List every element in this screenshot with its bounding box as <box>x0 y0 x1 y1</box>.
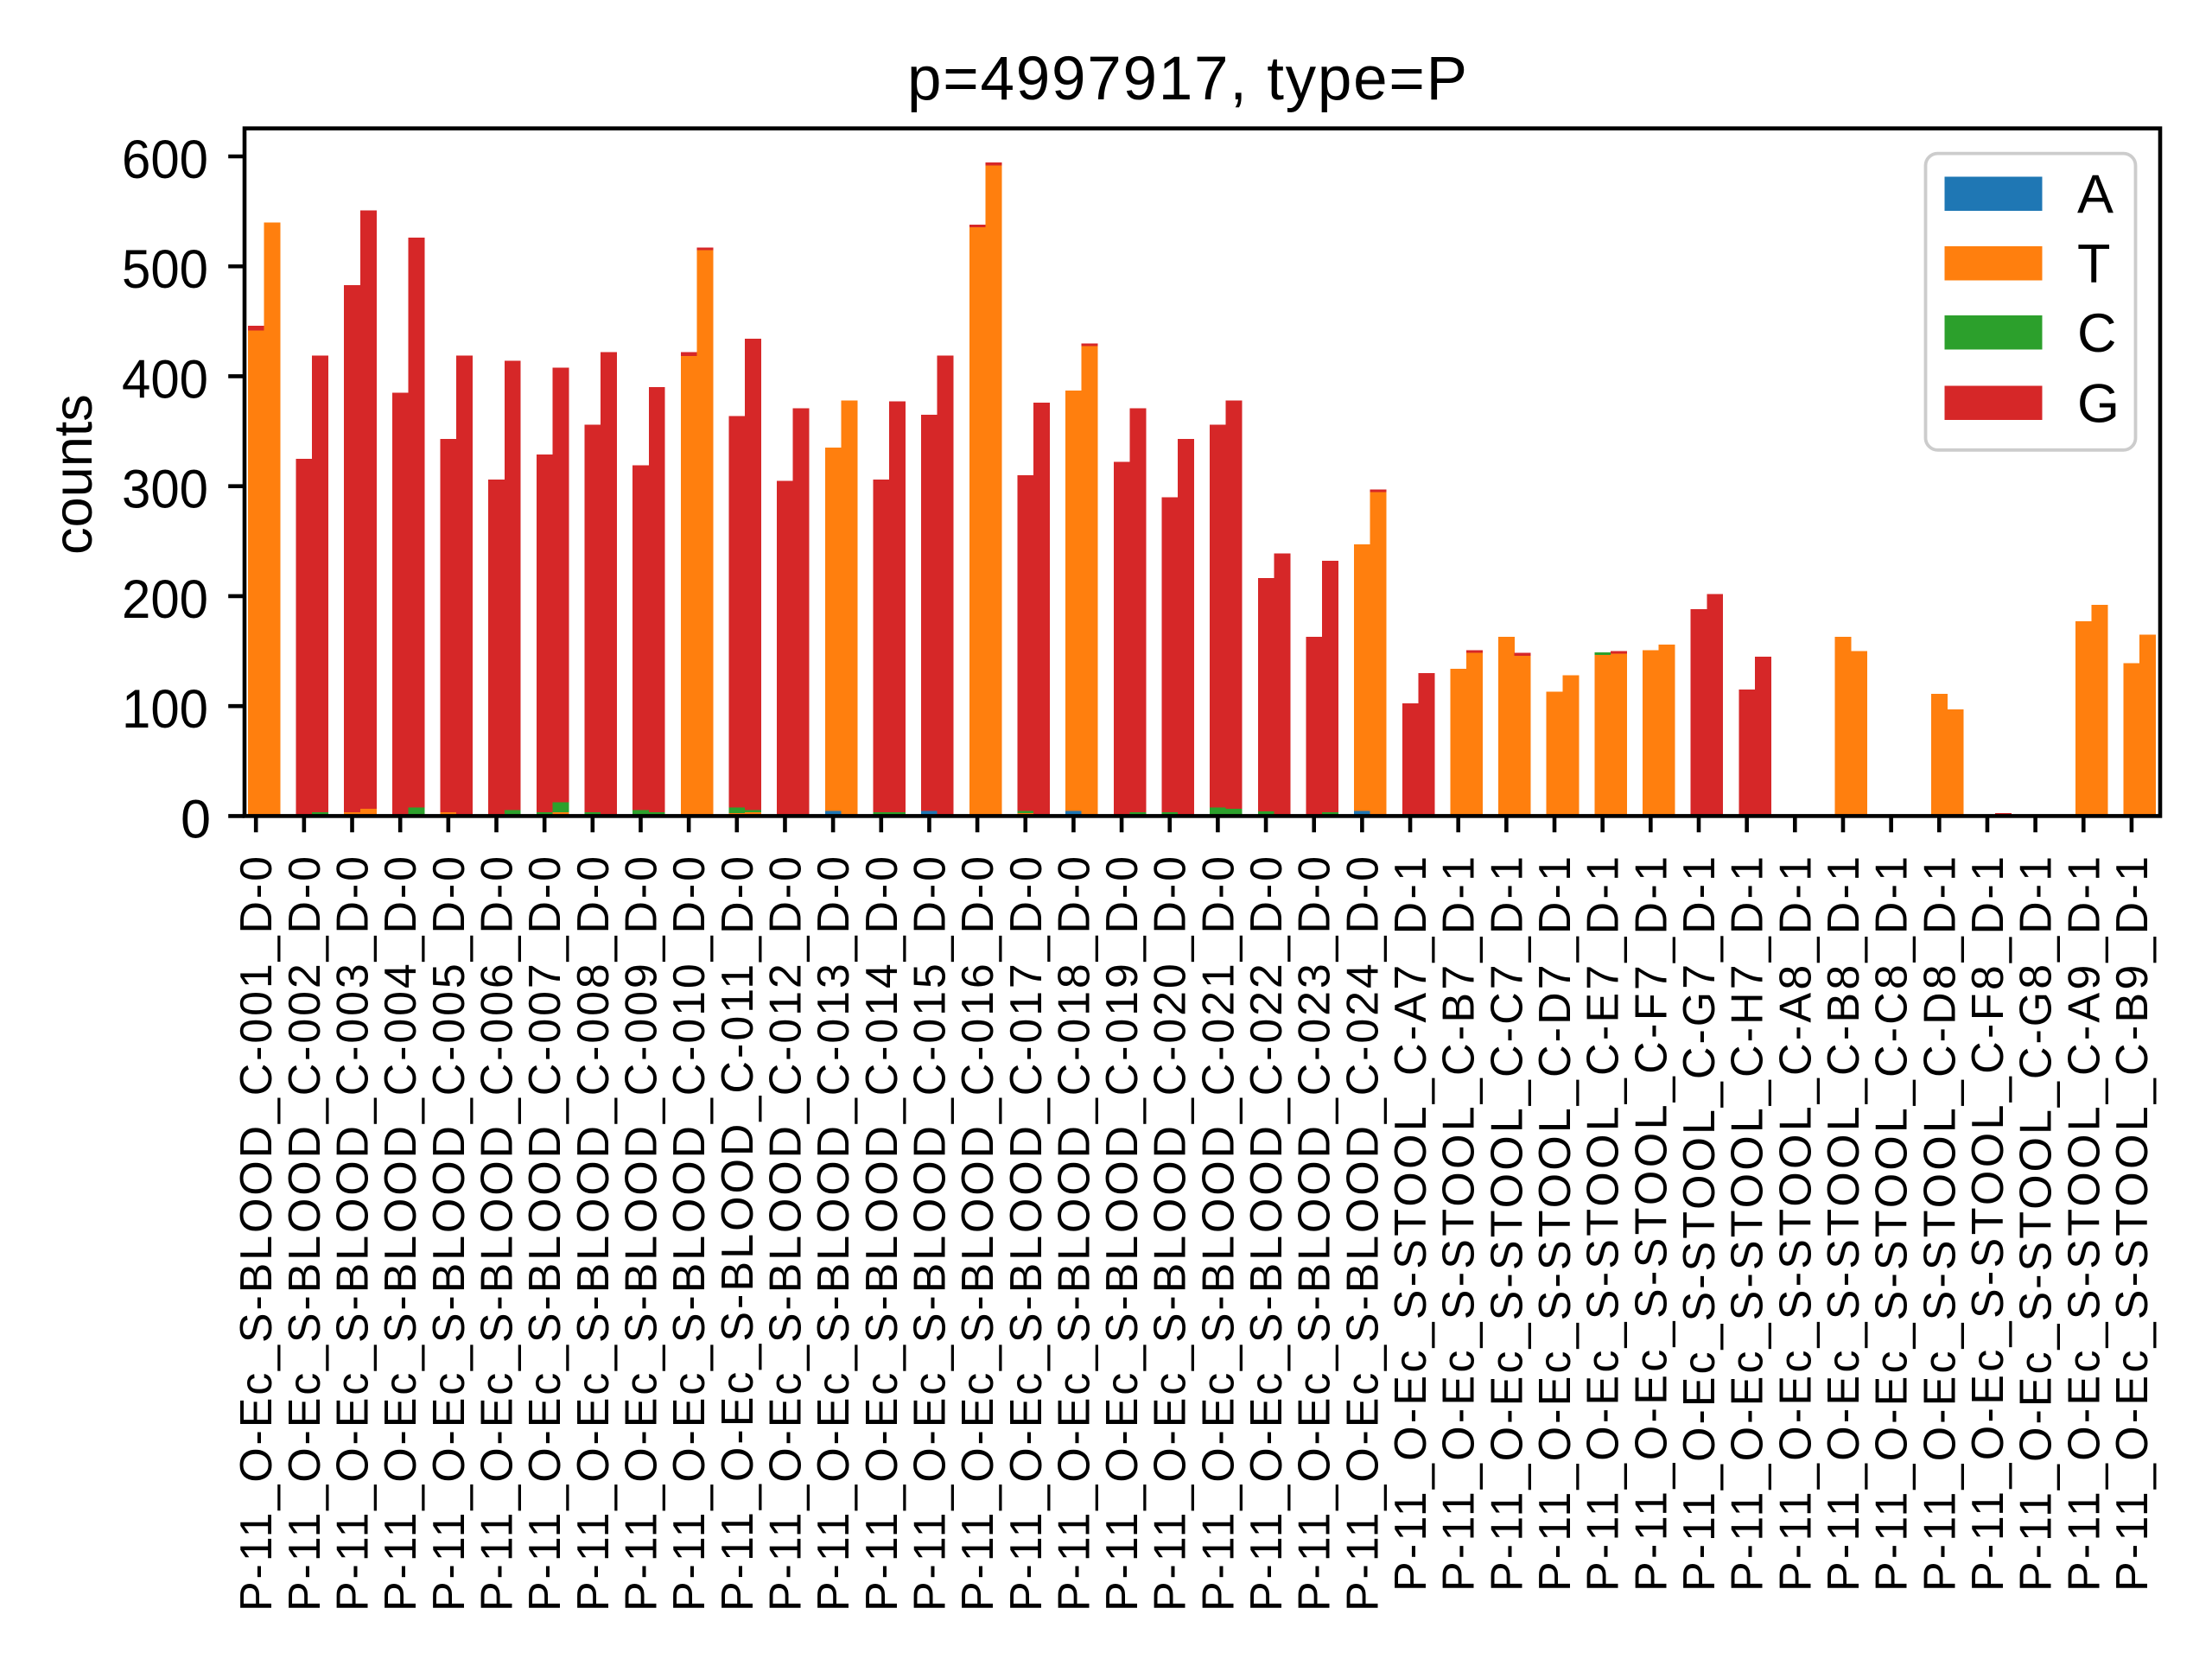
svg-text:300: 300 <box>122 460 208 520</box>
svg-text:P-11_O-Ec_S-BLOOD_C-016_D-0: P-11_O-Ec_S-BLOOD_C-016_D-0 <box>953 856 1003 1611</box>
svg-text:P-11_O-Ec_S-BLOOD_C-001_D-0: P-11_O-Ec_S-BLOOD_C-001_D-0 <box>232 856 282 1611</box>
svg-text:P-11_O-Ec_S-STOOL_C-A9_D-1: P-11_O-Ec_S-STOOL_C-A9_D-1 <box>2059 856 2109 1592</box>
svg-text:P-11_O-Ec_S-STOOL_C-D8_D-1: P-11_O-Ec_S-STOOL_C-D8_D-1 <box>1915 856 1965 1592</box>
svg-text:P-11_O-Ec_S-STOOL_C-C8_D-1: P-11_O-Ec_S-STOOL_C-C8_D-1 <box>1867 856 1917 1592</box>
svg-text:P-11_O-Ec_S-BLOOD_C-004_D-0: P-11_O-Ec_S-BLOOD_C-004_D-0 <box>376 856 426 1611</box>
svg-text:P-11_O-Ec_S-BLOOD_C-019_D-0: P-11_O-Ec_S-BLOOD_C-019_D-0 <box>1097 856 1147 1611</box>
svg-text:G: G <box>2077 373 2120 434</box>
svg-text:P-11_O-Ec_S-STOOL_C-F7_D-1: P-11_O-Ec_S-STOOL_C-F7_D-1 <box>1626 856 1676 1592</box>
svg-text:P-11_O-Ec_S-BLOOD_C-022_D-0: P-11_O-Ec_S-BLOOD_C-022_D-0 <box>1242 856 1292 1611</box>
svg-text:P-11_O-Ec_S-STOOL_C-H7_D-1: P-11_O-Ec_S-STOOL_C-H7_D-1 <box>1723 856 1773 1592</box>
svg-text:P-11_O-Ec_S-BLOOD_C-005_D-0: P-11_O-Ec_S-BLOOD_C-005_D-0 <box>424 856 474 1611</box>
svg-text:200: 200 <box>122 569 208 630</box>
svg-text:P-11_O-Ec_S-STOOL_C-G7_D-1: P-11_O-Ec_S-STOOL_C-G7_D-1 <box>1675 856 1725 1592</box>
svg-text:500: 500 <box>122 239 208 300</box>
svg-text:P-11_O-Ec_S-STOOL_C-B8_D-1: P-11_O-Ec_S-STOOL_C-B8_D-1 <box>1819 856 1869 1592</box>
svg-text:P-11_O-Ec_S-BLOOD_C-018_D-0: P-11_O-Ec_S-BLOOD_C-018_D-0 <box>1049 856 1099 1611</box>
svg-text:counts: counts <box>43 394 104 555</box>
svg-text:A: A <box>2077 164 2113 225</box>
svg-text:P-11_O-Ec_S-STOOL_C-B9_D-1: P-11_O-Ec_S-STOOL_C-B9_D-1 <box>2107 856 2158 1592</box>
svg-text:P-11_O-Ec_S-BLOOD_C-011_D-0: P-11_O-Ec_S-BLOOD_C-011_D-0 <box>713 856 763 1611</box>
svg-text:P-11_O-Ec_S-STOOL_C-A7_D-1: P-11_O-Ec_S-STOOL_C-A7_D-1 <box>1386 856 1436 1592</box>
svg-text:0: 0 <box>181 789 211 849</box>
svg-text:P-11_O-Ec_S-BLOOD_C-006_D-0: P-11_O-Ec_S-BLOOD_C-006_D-0 <box>473 856 523 1611</box>
svg-text:T: T <box>2077 234 2110 295</box>
svg-text:P-11_O-Ec_S-BLOOD_C-002_D-0: P-11_O-Ec_S-BLOOD_C-002_D-0 <box>280 856 330 1611</box>
svg-text:600: 600 <box>122 130 208 190</box>
svg-text:P-11_O-Ec_S-STOOL_C-D7_D-1: P-11_O-Ec_S-STOOL_C-D7_D-1 <box>1530 856 1580 1592</box>
svg-text:P-11_O-Ec_S-STOOL_C-E7_D-1: P-11_O-Ec_S-STOOL_C-E7_D-1 <box>1579 856 1629 1592</box>
svg-text:P-11_O-Ec_S-BLOOD_C-017_D-0: P-11_O-Ec_S-BLOOD_C-017_D-0 <box>1001 856 1052 1611</box>
svg-text:P-11_O-Ec_S-STOOL_C-B7_D-1: P-11_O-Ec_S-STOOL_C-B7_D-1 <box>1434 856 1484 1592</box>
svg-text:P-11_O-Ec_S-STOOL_C-F8_D-1: P-11_O-Ec_S-STOOL_C-F8_D-1 <box>1963 856 2013 1592</box>
svg-text:P-11_O-Ec_S-BLOOD_C-021_D-0: P-11_O-Ec_S-BLOOD_C-021_D-0 <box>1193 856 1243 1611</box>
svg-text:P-11_O-Ec_S-BLOOD_C-003_D-0: P-11_O-Ec_S-BLOOD_C-003_D-0 <box>328 856 378 1611</box>
svg-text:P-11_O-Ec_S-BLOOD_C-012_D-0: P-11_O-Ec_S-BLOOD_C-012_D-0 <box>760 856 810 1611</box>
svg-text:P-11_O-Ec_S-BLOOD_C-023_D-0: P-11_O-Ec_S-BLOOD_C-023_D-0 <box>1290 856 1340 1611</box>
svg-text:P-11_O-Ec_S-BLOOD_C-007_D-0: P-11_O-Ec_S-BLOOD_C-007_D-0 <box>520 856 570 1611</box>
svg-text:400: 400 <box>122 350 208 410</box>
svg-text:P-11_O-Ec_S-BLOOD_C-008_D-0: P-11_O-Ec_S-BLOOD_C-008_D-0 <box>569 856 619 1611</box>
svg-text:P-11_O-Ec_S-BLOOD_C-010_D-0: P-11_O-Ec_S-BLOOD_C-010_D-0 <box>664 856 715 1611</box>
svg-text:P-11_O-Ec_S-BLOOD_C-013_D-0: P-11_O-Ec_S-BLOOD_C-013_D-0 <box>809 856 859 1611</box>
svg-text:P-11_O-Ec_S-BLOOD_C-020_D-0: P-11_O-Ec_S-BLOOD_C-020_D-0 <box>1146 856 1196 1611</box>
svg-text:P-11_O-Ec_S-STOOL_C-G8_D-1: P-11_O-Ec_S-STOOL_C-G8_D-1 <box>2012 856 2062 1592</box>
svg-text:P-11_O-Ec_S-BLOOD_C-024_D-0: P-11_O-Ec_S-BLOOD_C-024_D-0 <box>1338 856 1388 1611</box>
svg-text:100: 100 <box>122 679 208 740</box>
svg-text:P-11_O-Ec_S-BLOOD_C-015_D-0: P-11_O-Ec_S-BLOOD_C-015_D-0 <box>905 856 955 1611</box>
svg-text:C: C <box>2077 303 2117 364</box>
svg-text:P-11_O-Ec_S-BLOOD_C-014_D-0: P-11_O-Ec_S-BLOOD_C-014_D-0 <box>857 856 907 1611</box>
svg-text:P-11_O-Ec_S-STOOL_C-A8_D-1: P-11_O-Ec_S-STOOL_C-A8_D-1 <box>1770 856 1821 1592</box>
svg-text:P-11_O-Ec_S-STOOL_C-C7_D-1: P-11_O-Ec_S-STOOL_C-C7_D-1 <box>1482 856 1532 1592</box>
svg-text:p=4997917, type=P: p=4997917, type=P <box>907 45 1467 113</box>
svg-text:P-11_O-Ec_S-BLOOD_C-009_D-0: P-11_O-Ec_S-BLOOD_C-009_D-0 <box>616 856 666 1611</box>
